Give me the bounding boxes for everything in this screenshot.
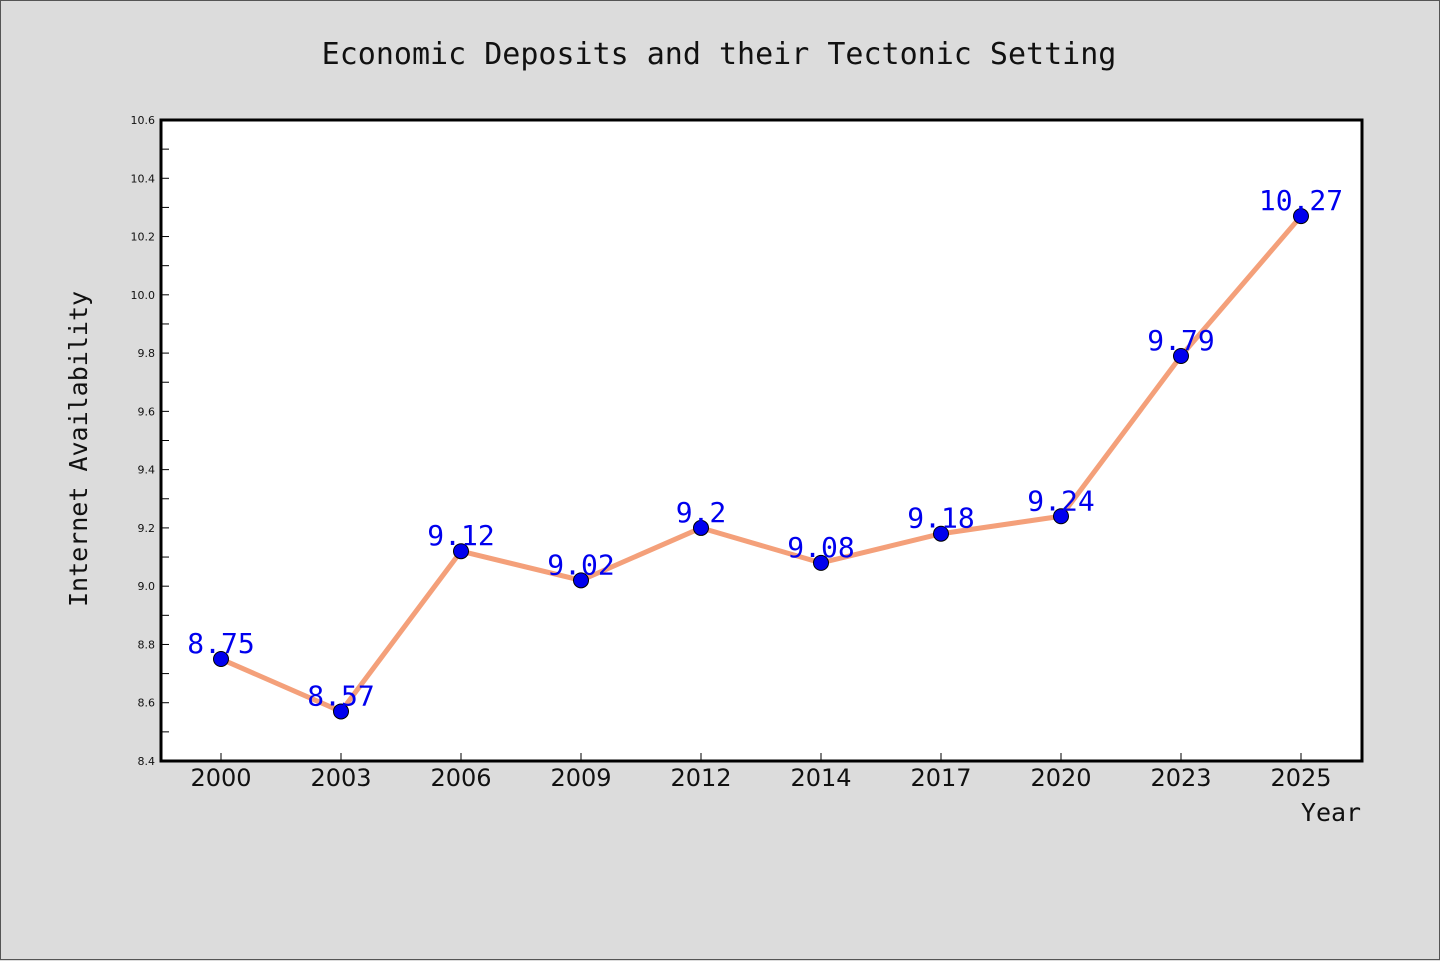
data-point — [453, 543, 469, 560]
x-tick-label: 2023 — [1150, 764, 1211, 792]
y-tick-label: 10.6 — [131, 114, 156, 127]
y-tick-label: 10.0 — [131, 289, 156, 302]
data-label: 9.08 — [787, 531, 854, 564]
y-tick-label: 10.4 — [131, 172, 156, 185]
y-tick-label: 9.4 — [138, 464, 156, 477]
y-axis: 8.4 8.6 8.8 9.0 9.2 9.4 9.6 9.8 10.0 10.2 10.4 10.6 — [131, 114, 169, 768]
data-labels: 8.75 8.57 9.12 9.02 9.2 9.08 9.18 9.24 9.79 10.27 — [187, 184, 1343, 712]
x-tick-label: 2009 — [550, 764, 611, 792]
data-label: 9.18 — [907, 502, 974, 535]
data-point — [933, 525, 949, 542]
plot-area — [159, 118, 1364, 763]
data-point — [333, 703, 349, 720]
data-label: 9.2 — [676, 496, 727, 529]
x-tick-label: 2006 — [430, 764, 491, 792]
y-tick-label: 9.6 — [138, 405, 156, 418]
x-tick-label: 2000 — [190, 764, 251, 792]
y-tick-label: 9.8 — [138, 347, 156, 360]
data-label: 8.57 — [307, 679, 374, 712]
data-label: 9.79 — [1147, 324, 1214, 357]
data-point — [1293, 208, 1309, 225]
data-label: 9.24 — [1027, 484, 1094, 517]
chart-title: Economic Deposits and their Tectonic Set… — [322, 37, 1117, 72]
y-tick-label: 9.0 — [138, 580, 156, 593]
y-tick-label: 8.8 — [138, 638, 156, 651]
x-tick-label: 2003 — [310, 764, 371, 792]
data-point — [213, 651, 229, 668]
x-tick-label: 2017 — [910, 764, 971, 792]
series-markers — [213, 208, 1309, 720]
x-tick-label: 2012 — [670, 764, 731, 792]
x-tick-label: 2020 — [1030, 764, 1091, 792]
data-point — [693, 519, 709, 536]
data-label: 9.02 — [547, 548, 614, 581]
data-label: 10.27 — [1259, 184, 1343, 217]
data-point — [573, 572, 589, 589]
data-label: 8.75 — [187, 627, 254, 660]
x-axis: 2000 2003 2006 2009 2012 2014 2017 2020 2023 2025 — [190, 753, 1332, 792]
data-point — [813, 554, 829, 571]
y-tick-label: 8.6 — [138, 697, 156, 710]
y-tick-label: 10.2 — [131, 231, 156, 244]
y-tick-label: 9.2 — [138, 522, 156, 535]
x-tick-label: 2025 — [1270, 764, 1331, 792]
series-line — [218, 213, 1304, 714]
y-axis-label: Internet Availability — [64, 291, 93, 607]
data-point — [1053, 508, 1069, 525]
data-point — [1173, 348, 1189, 365]
y-tick-label: 8.4 — [138, 755, 156, 768]
x-axis-label: Year — [1301, 798, 1361, 827]
data-label: 9.12 — [427, 519, 494, 552]
x-tick-label: 2014 — [790, 764, 851, 792]
